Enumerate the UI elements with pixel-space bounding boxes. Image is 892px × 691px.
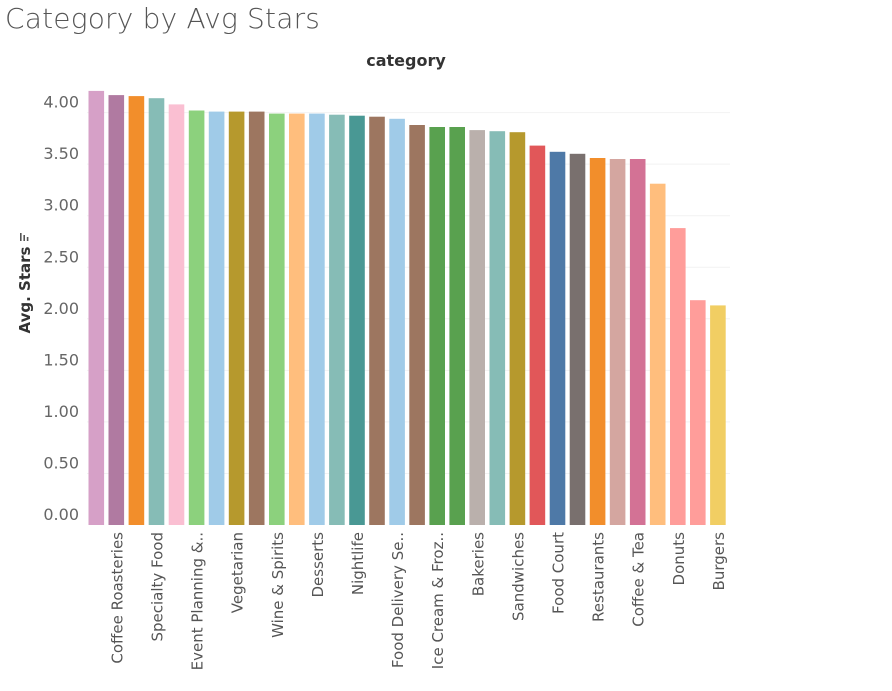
y-tick-label: 0.00: [43, 505, 79, 524]
x-tick-label[interactable]: Sandwiches: [509, 532, 527, 621]
bar[interactable]: [349, 115, 365, 525]
x-tick-label[interactable]: Event Planning &..: [189, 532, 207, 670]
bar[interactable]: [409, 125, 425, 525]
bar[interactable]: [248, 111, 265, 525]
bar[interactable]: [589, 158, 606, 525]
bar[interactable]: [690, 300, 706, 525]
bar[interactable]: [128, 96, 145, 525]
x-tick-label[interactable]: Specialty Food: [149, 532, 167, 642]
y-tick-label: 0.50: [43, 453, 79, 472]
bar[interactable]: [489, 131, 506, 525]
y-axis-title[interactable]: Avg. Stars: [16, 233, 34, 333]
x-tick-label[interactable]: Coffee & Tea: [630, 532, 648, 627]
y-tick-label: 3.50: [43, 144, 79, 163]
y-axis-label: Avg. Stars: [16, 246, 34, 333]
bar[interactable]: [649, 183, 666, 525]
x-tick-label[interactable]: Restaurants: [590, 532, 608, 622]
bar[interactable]: [529, 145, 546, 525]
y-tick-label: 4.00: [43, 93, 79, 112]
x-tick-label[interactable]: Burgers: [710, 532, 728, 591]
bar[interactable]: [369, 116, 385, 525]
bar[interactable]: [469, 130, 485, 525]
y-tick-label: 3.00: [43, 196, 79, 215]
bar[interactable]: [710, 305, 726, 525]
x-tick-label[interactable]: Food Delivery Se..: [389, 532, 407, 668]
bar[interactable]: [549, 151, 566, 526]
bar[interactable]: [208, 111, 225, 525]
chart-title: Category by Avg Stars: [5, 2, 321, 35]
bar[interactable]: [509, 132, 526, 525]
y-tick-label: 1.50: [43, 350, 79, 369]
x-tick-label[interactable]: Food Court: [550, 532, 568, 614]
bar[interactable]: [329, 114, 345, 525]
x-tick-label[interactable]: Wine & Spirits: [269, 532, 287, 638]
bar[interactable]: [228, 111, 245, 525]
column-header[interactable]: category: [366, 51, 446, 70]
x-tick-labels: Coffee Roasteries Specialty Food Event Pla…: [108, 532, 728, 671]
bar[interactable]: [269, 113, 285, 525]
x-tick-label[interactable]: Bakeries: [469, 532, 487, 596]
y-tick-label: 2.50: [43, 247, 79, 266]
bar[interactable]: [629, 159, 646, 525]
bar[interactable]: [429, 127, 445, 525]
bar[interactable]: [670, 228, 686, 525]
x-tick-label[interactable]: Nightlife: [349, 532, 367, 595]
bar[interactable]: [289, 113, 305, 525]
x-tick-label[interactable]: Coffee Roasteries: [108, 532, 126, 664]
bars: [88, 90, 726, 526]
x-tick-label[interactable]: Ice Cream & Froz..: [429, 532, 447, 669]
bar[interactable]: [148, 98, 165, 525]
y-tick-label: 2.00: [43, 299, 79, 318]
y-tick-label: 1.00: [43, 402, 79, 421]
bar[interactable]: [108, 95, 125, 525]
bar[interactable]: [168, 104, 185, 526]
y-tick-labels: 0.00 0.50 1.00 1.50 2.00 2.50 3.00 3.50 4.00: [43, 93, 79, 524]
sort-descending-icon[interactable]: [20, 233, 29, 241]
bar[interactable]: [309, 113, 325, 525]
bar[interactable]: [449, 127, 465, 525]
bar[interactable]: [88, 90, 105, 526]
bar[interactable]: [389, 118, 405, 526]
bar[interactable]: [569, 153, 586, 526]
x-tick-label[interactable]: Vegetarian: [229, 532, 247, 613]
bar[interactable]: [609, 159, 626, 525]
x-tick-label[interactable]: Desserts: [309, 532, 327, 598]
x-tick-label[interactable]: Donuts: [670, 532, 688, 586]
bar[interactable]: [188, 110, 205, 526]
